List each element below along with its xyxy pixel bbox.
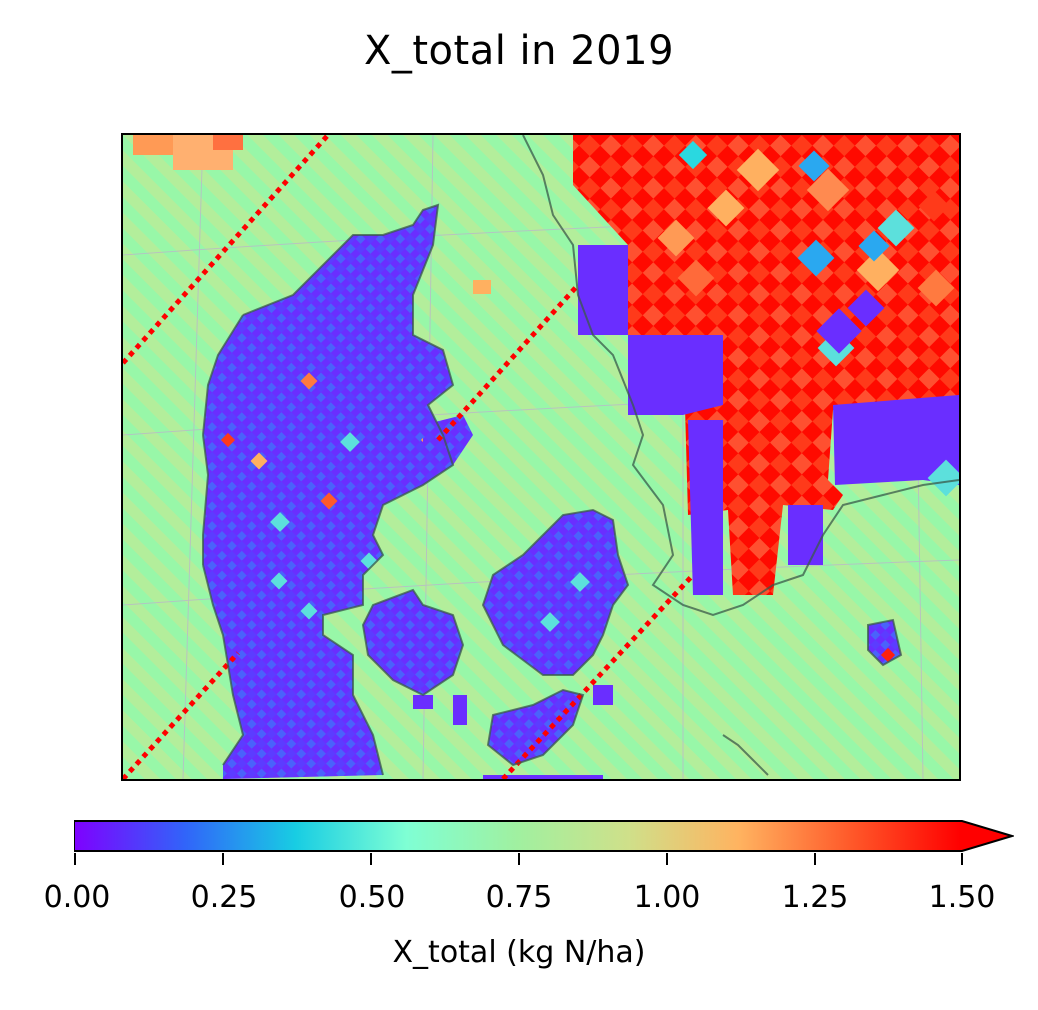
colorbar-tick-mark [814, 853, 816, 865]
colorbar-tick-label: 1.50 [929, 880, 996, 915]
colorbar-tick-label: 0.00 [44, 880, 111, 915]
map-panel [121, 133, 961, 781]
colorbar-tick-label: 0.50 [339, 880, 406, 915]
colorbar-tick-mark [222, 853, 224, 865]
colorbar-gradient [74, 820, 1014, 860]
colorbar-tick-label: 0.75 [486, 880, 553, 915]
colorbar-tick-mark [666, 853, 668, 865]
map-plot [123, 135, 959, 779]
colorbar-tick-label: 0.25 [191, 880, 258, 915]
colorbar-tick-mark [518, 853, 520, 865]
colorbar-tick-mark [370, 853, 372, 865]
colorbar [74, 820, 1014, 860]
colorbar-tick-mark [74, 853, 76, 865]
colorbar-label: X_total (kg N/ha) [0, 935, 1038, 970]
colorbar-tick-mark [961, 853, 963, 865]
map-title: X_total in 2019 [0, 28, 1038, 74]
colorbar-tick-label: 1.25 [782, 880, 849, 915]
colorbar-tick-label: 1.00 [634, 880, 701, 915]
